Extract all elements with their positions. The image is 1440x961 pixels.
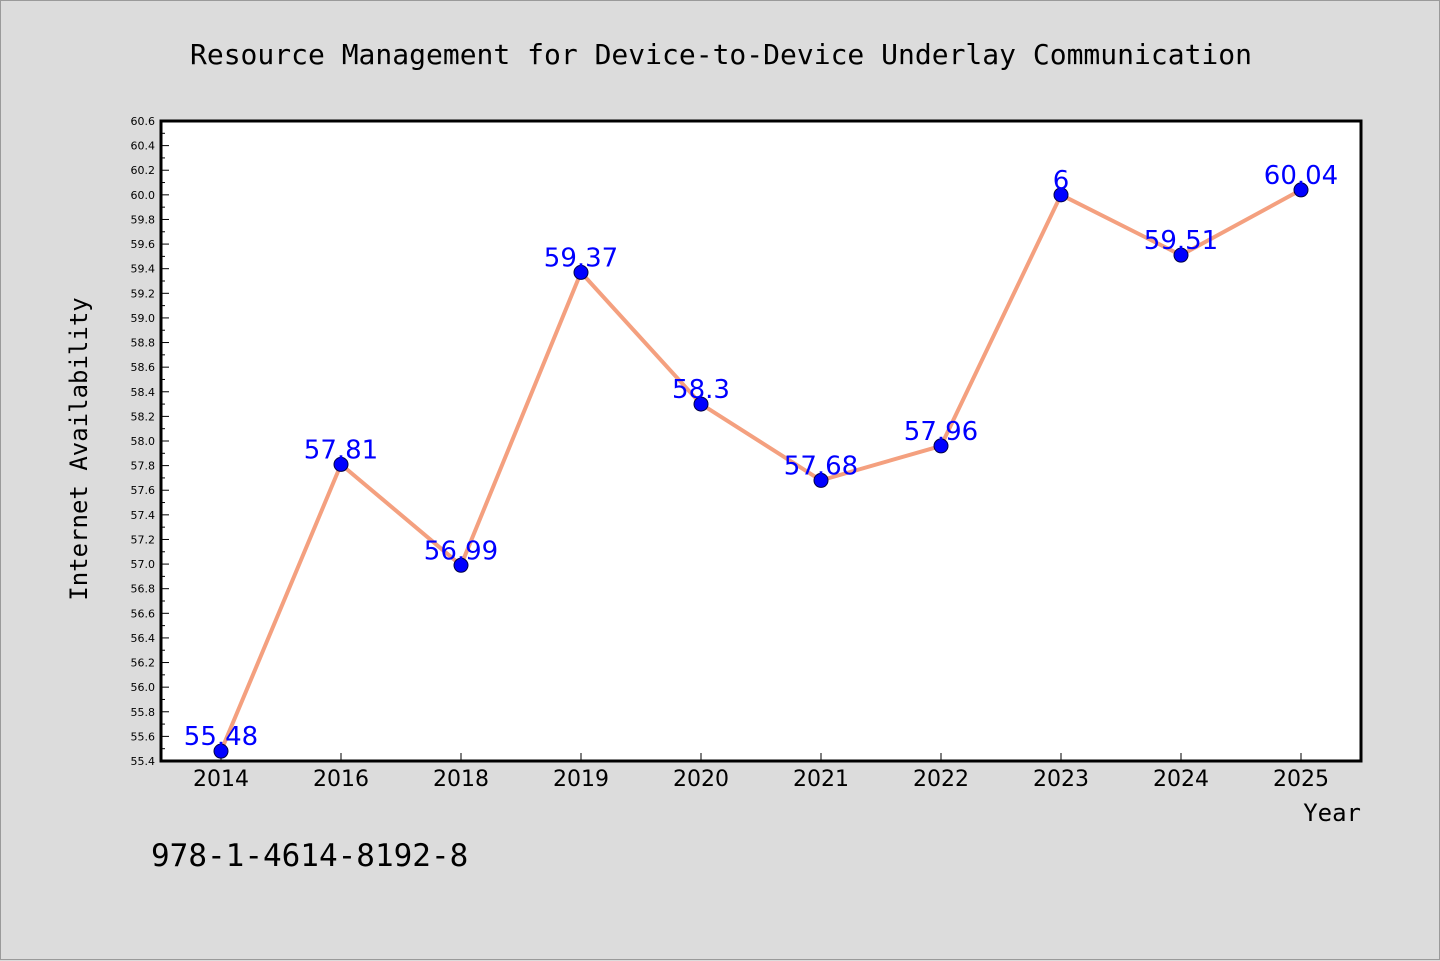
data-point <box>213 743 229 759</box>
y-tick-label: 58.6 <box>131 361 156 374</box>
data-label: 58.3 <box>672 375 730 405</box>
y-tick-label: 56.4 <box>131 632 156 645</box>
x-axis: 2014 2016 2018 2019 2020 2021 2022 2023 2024 2025 <box>193 753 1329 792</box>
data-label: 59.37 <box>544 243 618 273</box>
y-tick-label: 59.0 <box>131 312 156 325</box>
y-tick-label: 55.4 <box>131 755 156 768</box>
data-point <box>1173 247 1189 263</box>
series-line <box>219 188 1302 752</box>
data-label: 57.96 <box>904 417 978 447</box>
x-tick-label: 2024 <box>1153 767 1209 792</box>
x-tick-label: 2020 <box>673 767 729 792</box>
data-point <box>453 557 469 573</box>
data-label: 57.81 <box>304 435 378 465</box>
data-point <box>933 438 949 454</box>
y-tick-label: 56.2 <box>131 657 156 670</box>
x-tick-label: 2019 <box>553 767 609 792</box>
data-label: 56.99 <box>424 536 498 566</box>
y-axis-label: Internet Availability <box>65 297 93 600</box>
y-tick-label: 60.4 <box>131 140 156 153</box>
data-point <box>693 396 709 412</box>
y-tick-label: 57.6 <box>131 484 156 497</box>
footer-isbn: 978-1-4614-8192-8 <box>151 838 468 874</box>
x-tick-label: 2018 <box>433 767 489 792</box>
data-labels-group: 55.48 57.81 56.99 59.37 58.3 57.68 57.96 6 59.51… <box>184 161 1338 752</box>
series-line-group <box>213 182 1309 759</box>
plot-border <box>159 119 1363 763</box>
x-tick-label: 2014 <box>193 767 249 792</box>
y-tick-label: 60.2 <box>131 164 156 177</box>
data-label: 55.48 <box>184 722 258 752</box>
data-point <box>333 456 349 472</box>
data-point <box>573 264 589 280</box>
y-tick-label: 57.4 <box>131 509 156 522</box>
x-axis-label: Year <box>1303 799 1361 827</box>
data-point <box>1293 182 1309 198</box>
data-label: 57.68 <box>784 451 858 481</box>
y-tick-label: 56.8 <box>131 583 156 596</box>
data-label: 59.51 <box>1144 226 1218 256</box>
y-tick-label: 58.8 <box>131 337 156 350</box>
x-tick-label: 2016 <box>313 767 369 792</box>
y-tick-label: 56.0 <box>131 681 156 694</box>
data-label: 60.04 <box>1264 161 1338 191</box>
data-point <box>813 472 829 488</box>
y-tick-label: 57.2 <box>131 533 156 546</box>
x-tick-label: 2022 <box>913 767 969 792</box>
y-tick-label: 60.0 <box>131 189 156 202</box>
y-tick-label: 55.6 <box>131 730 156 743</box>
x-tick-label: 2023 <box>1033 767 1089 792</box>
chart-title: Resource Management for Device-to-Device… <box>190 38 1252 71</box>
data-label: 6 <box>1053 166 1070 196</box>
y-tick-label: 58.4 <box>131 386 156 399</box>
data-point <box>1053 187 1069 203</box>
y-tick-label: 58.0 <box>131 435 156 448</box>
y-tick-label: 59.8 <box>131 213 156 226</box>
y-tick-label: 59.2 <box>131 287 156 300</box>
x-tick-label: 2025 <box>1273 767 1329 792</box>
y-axis: 55.4 55.6 55.8 56.0 56.2 56.4 56.6 56.8 57.0 57.2… <box>131 115 169 768</box>
y-tick-label: 55.8 <box>131 706 156 719</box>
x-tick-label: 2021 <box>793 767 849 792</box>
y-tick-label: 57.8 <box>131 460 156 473</box>
y-tick-label: 59.4 <box>131 263 156 276</box>
y-tick-label: 56.6 <box>131 607 156 620</box>
y-tick-label: 60.6 <box>131 115 156 128</box>
y-tick-label: 58.2 <box>131 410 156 423</box>
y-tick-label: 57.0 <box>131 558 156 571</box>
y-tick-label: 59.6 <box>131 238 156 251</box>
